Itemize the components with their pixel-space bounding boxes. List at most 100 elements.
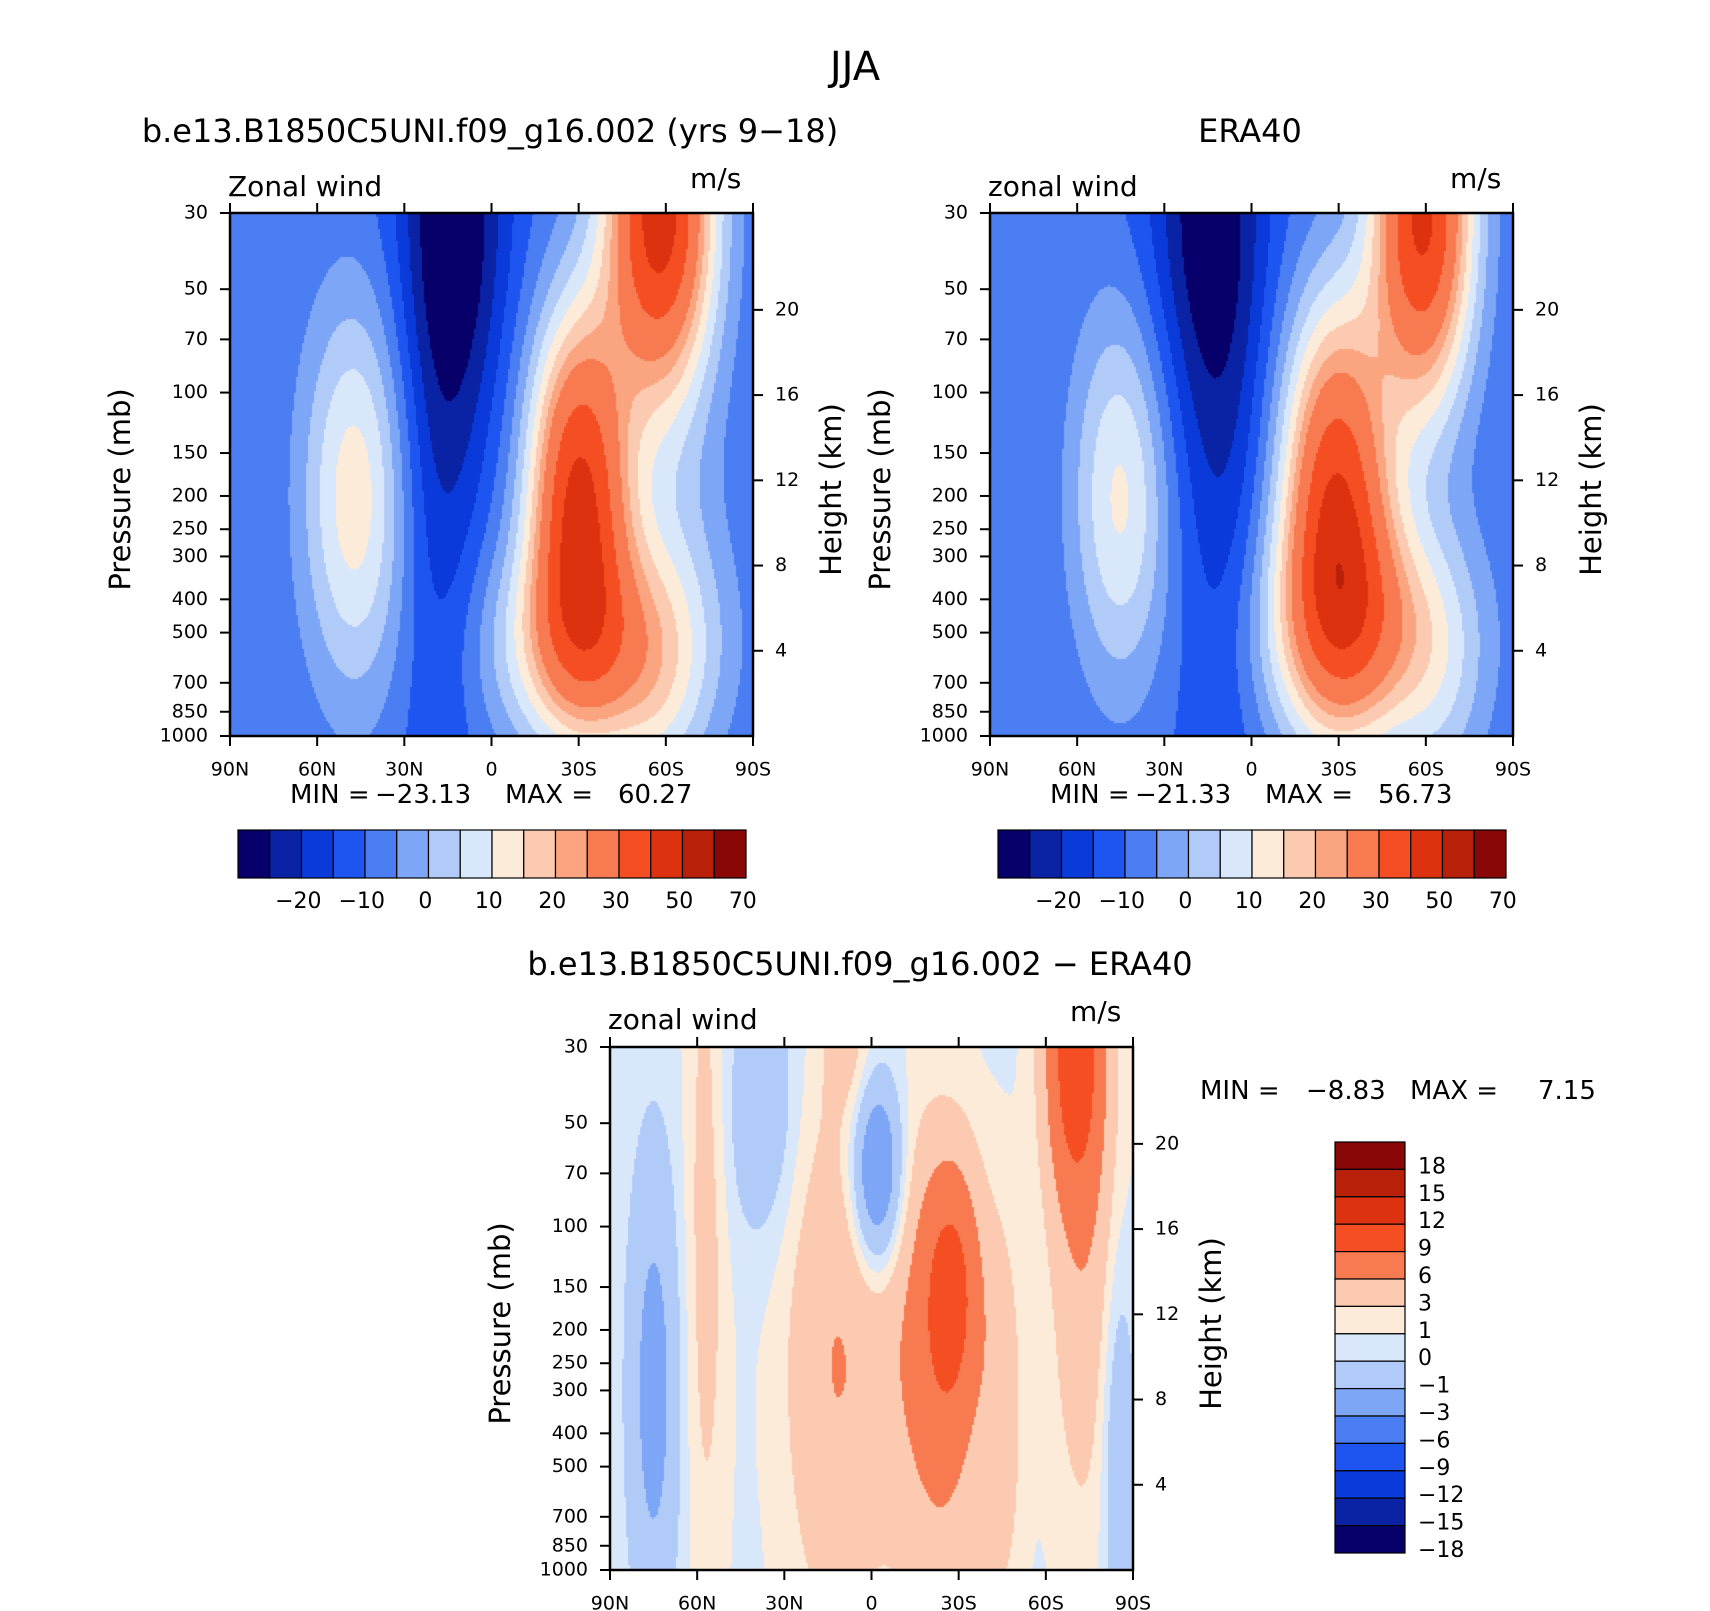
y-tick-label: 200	[552, 1318, 588, 1340]
y-tick-label: 300	[552, 1379, 588, 1401]
x-tick-label: 0	[485, 759, 497, 781]
colorbar-swatch	[427, 829, 461, 879]
panel-2-title: ERA40	[1198, 112, 1302, 150]
colorbar-swatch	[997, 829, 1031, 879]
colorbar-tick-label: −10	[1099, 889, 1145, 914]
colorbar-swatch	[1283, 829, 1317, 879]
y-tick-label: 500	[932, 621, 968, 643]
x-tick-label: 60S	[1028, 1593, 1064, 1611]
y2-tick-label: 12	[1155, 1303, 1179, 1325]
colorbar-tick-label: −10	[339, 889, 385, 914]
colorbar-swatch	[1334, 1305, 1406, 1335]
panel-2-field	[990, 213, 1513, 736]
x-tick-label: 30N	[385, 759, 423, 781]
x-tick-label: 60N	[1058, 759, 1096, 781]
x-tick-label: 30S	[1321, 759, 1357, 781]
colorbar-swatch	[1156, 829, 1190, 879]
x-tick-label: 90N	[591, 1593, 629, 1611]
y-tick-label: 300	[932, 545, 968, 567]
colorbar-swatch	[1334, 1223, 1406, 1253]
colorbar-tick-label: 30	[602, 889, 630, 914]
y-tick-label: 150	[172, 442, 208, 464]
y-tick-label: 50	[184, 278, 208, 300]
y2-axis-title: Height (km)	[814, 403, 848, 576]
colorbar-swatch	[1334, 1470, 1406, 1499]
y-tick-label: 700	[932, 671, 968, 693]
colorbar-tick-label: 30	[1362, 889, 1390, 914]
panel-3-max-label: MAX =	[1410, 1076, 1499, 1106]
y-tick-label: 30	[184, 202, 208, 224]
y-tick-label: 70	[184, 328, 208, 350]
colorbar-tick-label: −12	[1418, 1483, 1464, 1508]
colorbar-tick-label: 9	[1418, 1237, 1432, 1262]
colorbar-swatch	[300, 829, 334, 879]
y-tick-label: 200	[932, 484, 968, 506]
y-tick-label: 250	[932, 518, 968, 540]
x-tick-label: 60S	[648, 759, 684, 781]
colorbar-swatch	[1334, 1278, 1406, 1307]
y-tick-label: 100	[932, 381, 968, 403]
y2-tick-label: 16	[775, 384, 799, 406]
y-tick-label: 1000	[540, 1559, 588, 1581]
y2-tick-label: 20	[775, 298, 799, 320]
panel-3-chart: 90N 60N 30N 0 30S 60S 90S305070100150200250300…	[483, 1036, 1464, 1611]
colorbar-swatch	[1060, 829, 1094, 879]
figure-title: JJA	[829, 44, 881, 90]
colorbar-swatch	[586, 829, 620, 879]
y-tick-label: 70	[564, 1162, 588, 1184]
colorbar-swatch	[1187, 829, 1221, 879]
colorbar-swatch	[1334, 1387, 1406, 1417]
colorbar-tick-label: 0	[1178, 889, 1192, 914]
colorbar-tick-label: 70	[729, 889, 757, 914]
colorbar-swatch	[681, 829, 715, 879]
panel-3-field	[610, 1047, 1133, 1570]
colorbar-swatch	[1334, 1415, 1406, 1444]
colorbar-tick-label: 1	[1418, 1319, 1432, 1344]
colorbar-tick-label: −18	[1418, 1538, 1464, 1563]
colorbar-swatch	[1124, 829, 1158, 879]
y-tick-label: 700	[552, 1505, 588, 1527]
panel-3-title: b.e13.B1850C5UNI.f09_g16.002 − ERA40	[527, 945, 1193, 983]
colorbar-swatch	[523, 829, 557, 879]
colorbar-swatch	[1219, 829, 1253, 879]
colorbar-swatch	[1334, 1497, 1406, 1527]
panel-3-variable-label: zonal wind	[608, 1003, 758, 1036]
x-tick-label: 0	[865, 1593, 877, 1611]
colorbar-tick-label: −3	[1418, 1401, 1450, 1426]
colorbar-swatch	[237, 829, 271, 879]
colorbar-tick-label: 3	[1418, 1291, 1432, 1316]
colorbar-swatch	[1029, 829, 1063, 879]
x-tick-label: 30N	[765, 1593, 803, 1611]
colorbar-swatch	[459, 829, 493, 879]
y-tick-label: 300	[172, 545, 208, 567]
panel-3-max-value: 7.15	[1538, 1076, 1596, 1106]
y-tick-label: 1000	[160, 725, 208, 747]
colorbar-swatch	[1092, 829, 1126, 879]
x-tick-label: 90N	[211, 759, 249, 781]
colorbar-tick-label: −6	[1418, 1428, 1450, 1453]
y-tick-label: 500	[172, 621, 208, 643]
y-tick-label: 50	[564, 1112, 588, 1134]
x-tick-label: 60N	[298, 759, 336, 781]
colorbar-tick-label: 20	[538, 889, 566, 914]
colorbar-tick-label: −1	[1418, 1374, 1450, 1399]
y2-tick-label: 12	[775, 469, 799, 491]
panel-1-title: b.e13.B1850C5UNI.f09_g16.002 (yrs 9−18)	[141, 112, 839, 150]
panel-1-min-label: MIN =	[290, 780, 370, 810]
y-tick-label: 30	[944, 202, 968, 224]
panel-2-max-value: 56.73	[1378, 780, 1453, 810]
panel-1-colorbar: −20 −10 0 10 20 30 50 70	[237, 829, 757, 914]
colorbar-swatch	[1334, 1333, 1406, 1362]
colorbar-swatch	[491, 829, 525, 879]
panel-2-chart: 90N 60N 30N 0 30S 60S 90S305070100150200250300…	[863, 202, 1608, 915]
colorbar-tick-label: 6	[1418, 1264, 1432, 1289]
colorbar-tick-label: 0	[418, 889, 432, 914]
y2-tick-label: 4	[1535, 639, 1547, 661]
panel-2-colorbar: −20 −10 0 10 20 30 50 70	[997, 829, 1517, 914]
colorbar-tick-label: 50	[1425, 889, 1453, 914]
y2-tick-label: 20	[1155, 1132, 1179, 1154]
x-tick-label: 60N	[678, 1593, 716, 1611]
y2-tick-label: 4	[775, 639, 787, 661]
colorbar-swatch	[1334, 1250, 1406, 1280]
